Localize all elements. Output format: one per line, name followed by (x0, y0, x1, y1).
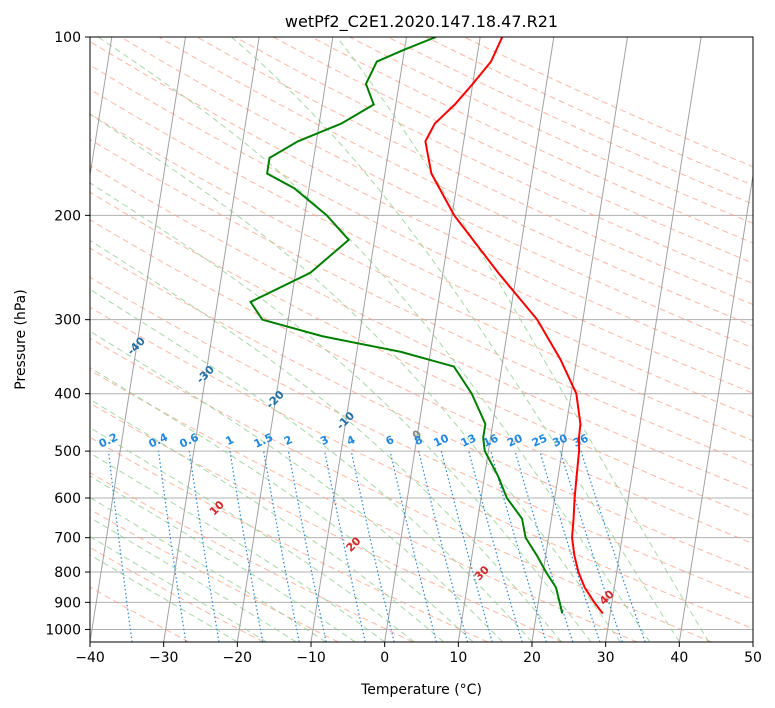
x-tick-label: 30 (597, 650, 615, 666)
moist-adiabat (90, 535, 268, 642)
mixing-ratio-line (324, 450, 366, 642)
moist-adiabat (90, 113, 621, 642)
dry-adiabat (349, 37, 753, 224)
dry-adiabat (463, 37, 753, 168)
dry-adiabat (90, 88, 753, 418)
moist-adiabat (90, 239, 562, 642)
x-axis-label: Temperature (°C) (360, 682, 482, 698)
isotherms (90, 37, 753, 642)
plot-area: -100-90-80-70-60-50-40-30-20-10010203040… (90, 37, 753, 642)
dry-adiabat (90, 369, 638, 642)
dewpoint-line (249, 37, 564, 614)
isotherm (310, 37, 407, 642)
isotherm (384, 37, 481, 642)
y-tick-label: 100 (54, 30, 81, 46)
y-tick-label: 200 (54, 208, 81, 224)
dry-adiabat (90, 472, 414, 642)
y-tick-label: 600 (54, 491, 81, 507)
chart-title: wetPf2_C2E1.2020.147.18.47.R21 (285, 12, 558, 32)
x-tick-label: 10 (449, 650, 467, 666)
x-tick-label: −10 (296, 650, 326, 666)
mixing-ratio-label: 16 (481, 431, 501, 449)
moist-adiabat (90, 475, 356, 642)
moist-adiabat (90, 516, 297, 642)
dry-adiabat (90, 436, 488, 642)
mixing-ratio-line (580, 450, 646, 642)
dry-adiabat (387, 37, 753, 205)
isotherm (605, 37, 702, 642)
isotherm (90, 37, 186, 642)
y-tick-label: 500 (54, 444, 81, 460)
dry-adiabat (425, 37, 753, 186)
mixing-ratio-line (350, 450, 395, 642)
y-tick-label: 800 (54, 565, 81, 581)
isotherm (531, 37, 628, 642)
moist-adiabat (90, 366, 474, 642)
dry-adiabat (90, 113, 753, 442)
mixing-ratio-line (157, 451, 187, 642)
dry-adiabat (90, 64, 753, 394)
mixing-ratio-label: 25 (530, 432, 549, 450)
dry-adiabat (90, 306, 753, 630)
isotherm (457, 37, 555, 642)
mixing-ratio-label: 20 (505, 431, 525, 449)
mixing-ratio-label: 30 (550, 431, 570, 449)
dry-adiabat (196, 37, 753, 306)
temperature-line (424, 37, 604, 615)
moist-adiabat (97, 37, 651, 642)
dry-adiabat (273, 37, 753, 264)
mixing-ratio-line (107, 451, 133, 642)
dry-adiabat (311, 37, 753, 244)
isotherm (236, 37, 334, 642)
mixing-ratio-line (440, 450, 493, 642)
y-tick-label: 300 (54, 313, 81, 329)
dry-adiabat (90, 337, 712, 642)
y-axis-ticks: 100 200 300 400 500 600 700 800 900 1000 (45, 30, 90, 638)
mixing-ratio-lines (107, 450, 646, 642)
isotherm (90, 37, 113, 179)
dry-adiabats (90, 37, 753, 642)
mixing-ratio-line (287, 450, 327, 642)
mixing-ratio-label: 36 (571, 431, 591, 449)
x-tick-label: −30 (149, 650, 179, 666)
dry-adiabat (90, 40, 753, 371)
moist-adiabat (90, 330, 503, 642)
plot-frame (89, 36, 754, 643)
isotherm (678, 172, 753, 642)
mixing-ratio-line (468, 450, 523, 642)
x-tick-label: 20 (523, 650, 541, 666)
moist-adiabat (231, 37, 680, 642)
mixing-ratio-line (559, 450, 623, 642)
moist-adiabat (90, 398, 444, 642)
mixing-ratio-label: 13 (459, 432, 478, 450)
moist-adiabat (90, 554, 238, 642)
dry-adiabat (90, 247, 753, 572)
mixing-ratio-label: 10 (431, 431, 451, 449)
y-tick-label: 1000 (45, 622, 81, 638)
y-axis-label: Pressure (hPa) (13, 289, 29, 389)
x-axis-ticks: −40 −30 −20 −10 0 10 20 30 40 50 (75, 642, 762, 666)
dry-adiabat (120, 37, 753, 349)
x-tick-label: −40 (75, 650, 105, 666)
dry-adiabat (90, 219, 753, 545)
dry-adiabat (158, 37, 753, 327)
isotherm (163, 37, 260, 642)
y-tick-label: 900 (54, 595, 81, 611)
moist-adiabat (90, 288, 533, 642)
mixing-ratio-line (514, 450, 574, 642)
x-tick-label: 50 (744, 650, 762, 666)
dry-adiabat (234, 37, 753, 285)
mixing-ratio-line (188, 451, 220, 642)
mixing-ratio-line (418, 450, 469, 642)
x-tick-label: 40 (670, 650, 688, 666)
x-tick-label: −20 (223, 650, 253, 666)
y-tick-label: 400 (54, 387, 81, 403)
y-tick-label: 700 (54, 531, 81, 547)
moist-adiabat (90, 452, 385, 642)
mixing-ratio-line (389, 450, 438, 642)
x-tick-label: 0 (380, 650, 389, 666)
mixing-ratio-line (490, 450, 547, 642)
mixing-ratio-line (539, 450, 601, 642)
